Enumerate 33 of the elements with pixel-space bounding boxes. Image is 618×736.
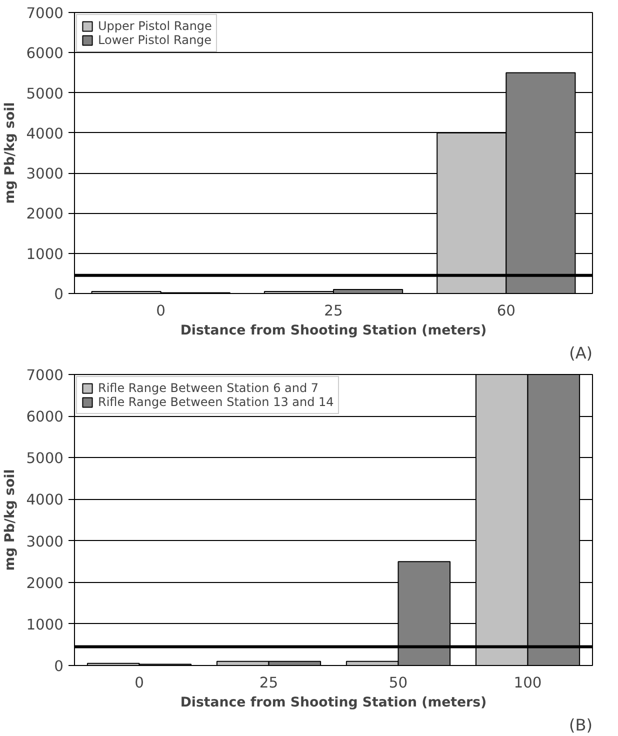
y-tick-label: 7000 [26,367,64,384]
y-tick-label: 0 [54,286,64,303]
y-axis-title: mg Pb/kg soil [3,102,18,204]
x-tick-label: 0 [134,674,144,692]
x-tick-label: 100 [514,674,542,692]
text: (B) [569,716,593,734]
x-axis-title: Distance from Shooting Station (meters) [180,324,487,338]
y-tick-label: 6000 [26,408,64,426]
legend-label: Upper Pistol Range [98,19,212,33]
y-tick-label: 3000 [26,166,64,183]
x-tick-label: 50 [388,674,408,692]
y-tick-label: 2000 [26,574,64,592]
y-tick-label: 4000 [26,492,64,509]
legend-label: Lower Pistol Range [98,33,212,47]
x-axis-title: Distance from Shooting Station (meters) [180,696,487,710]
y-tick-label: 1000 [26,246,64,263]
y-tick-label: 5000 [26,450,64,468]
text: (A) [569,344,593,362]
y-tick-label: 2000 [26,206,64,223]
y-axis-title: mg Pb/kg soil [3,469,18,571]
legend-label: Rifle Range Between Station 6 and 7 [98,381,319,395]
y-tick-label: 5000 [26,85,64,102]
x-tick-label: 0 [156,302,166,320]
x-tick-label: 25 [324,302,343,320]
y-tick-label: 3000 [26,533,64,550]
y-tick-label: 1000 [26,616,64,634]
y-tick-label: 0 [54,658,64,675]
y-tick-label: 4000 [26,125,64,142]
y-tick-label: 6000 [26,45,64,62]
x-tick-label: 25 [259,674,278,692]
x-tick-label: 60 [496,302,516,320]
legend-label: Rifle Range Between Station 13 and 14 [98,395,334,409]
y-tick-label: 7000 [26,5,64,22]
